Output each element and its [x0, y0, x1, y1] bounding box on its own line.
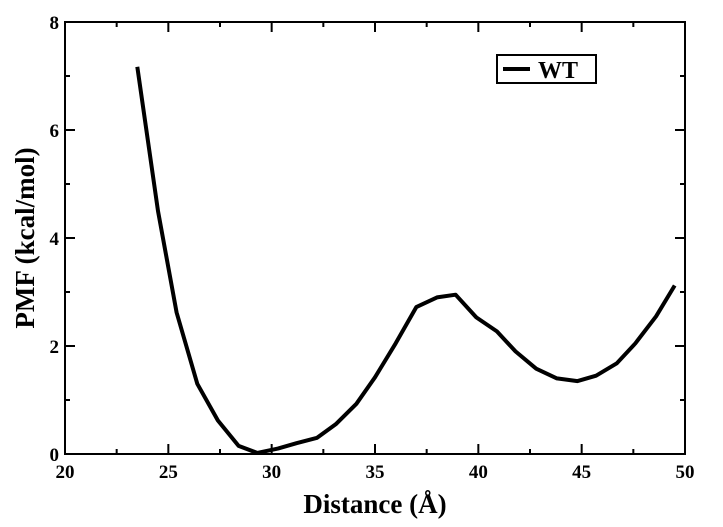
y-tick-label: 8	[50, 13, 60, 34]
y-axis-label: PMF (kcal/mol)	[10, 147, 40, 328]
x-tick-label: 35	[366, 462, 385, 483]
legend-label-wt: WT	[538, 58, 578, 84]
y-tick-label: 0	[50, 445, 60, 466]
x-tick-label: 45	[572, 462, 591, 483]
x-axis-label: Distance (Å)	[303, 489, 446, 519]
y-tick-label: 2	[50, 337, 60, 358]
plot-frame	[64, 21, 686, 455]
x-tick-label: 25	[159, 462, 178, 483]
y-tick-label: 6	[50, 121, 60, 142]
x-tick-label: 30	[262, 462, 281, 483]
x-tick-label: 40	[469, 462, 488, 483]
x-tick-label: 20	[56, 462, 75, 483]
x-tick-label: 50	[676, 462, 695, 483]
axis-ticks: 20 25 30 35 40 45 50 0 2 4 6 8	[50, 13, 695, 483]
series-line-wt	[135, 66, 677, 455]
legend: WT	[496, 54, 597, 84]
y-tick-label: 4	[50, 229, 60, 250]
